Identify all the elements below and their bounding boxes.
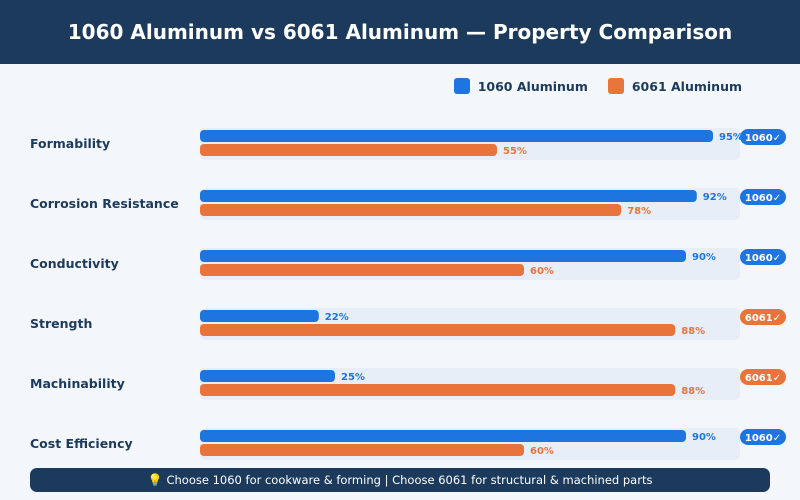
value-label-1060-formability: 95% [719, 132, 743, 143]
legend-item-6061: 6061 Aluminum [607, 78, 742, 94]
winner-badge-conductivity [740, 249, 786, 265]
bar-6061-machinability [200, 384, 676, 396]
page-title: 1060 Aluminum vs 6061 Aluminum — Propert… [67, 20, 733, 44]
category-label-conductivity: Conductivity [30, 256, 119, 271]
winner-badge-machinability [740, 369, 786, 385]
legend-swatch-6061 [607, 78, 624, 94]
title-bar: 1060 Aluminum vs 6061 Aluminum — Propert… [0, 0, 800, 64]
value-label-1060-strength: 22% [325, 312, 349, 323]
winner-badge-label-cost-efficiency: 1060✓ [745, 433, 781, 444]
value-label-1060-corrosion-resistance: 92% [703, 192, 727, 203]
lightbulb-icon: 💡 [147, 473, 163, 487]
category-label-machinability: Machinability [30, 376, 125, 391]
bar-6061-formability [200, 144, 497, 156]
legend-label-6061: 6061 Aluminum [631, 78, 742, 94]
category-label-strength: Strength [30, 316, 92, 331]
bar-6061-corrosion-resistance [200, 204, 622, 216]
bar-1060-strength [200, 310, 319, 322]
bar-6061-conductivity [200, 264, 524, 276]
winner-badge-corrosion-resistance [740, 189, 786, 205]
winner-badge-cost-efficiency [740, 429, 786, 445]
category-label-formability: Formability [30, 136, 110, 151]
bar-1060-machinability [200, 370, 335, 382]
value-label-6061-corrosion-resistance: 78% [627, 206, 651, 217]
winner-badge-label-formability: 1060✓ [745, 133, 781, 144]
legend-item-1060: 1060 Aluminum [453, 78, 588, 94]
value-label-1060-cost-efficiency: 90% [692, 432, 716, 443]
bar-1060-formability [200, 130, 713, 142]
value-label-1060-machinability: 25% [341, 372, 365, 383]
winner-badge-label-machinability: 6061✓ [745, 373, 781, 384]
bar-1060-corrosion-resistance [200, 190, 697, 202]
winner-badge-formability [740, 129, 786, 145]
footer-text: Choose 1060 for cookware & forming | Cho… [166, 473, 653, 487]
legend: 1060 Aluminum 6061 Aluminum [453, 78, 742, 94]
value-label-6061-cost-efficiency: 60% [530, 446, 554, 457]
value-label-6061-formability: 55% [503, 146, 527, 157]
winner-badge-strength [740, 309, 786, 325]
category-label-corrosion-resistance: Corrosion Resistance [30, 196, 179, 211]
legend-swatch-1060 [453, 78, 470, 94]
legend-label-1060: 1060 Aluminum [477, 78, 588, 94]
winner-badge-label-corrosion-resistance: 1060✓ [745, 193, 781, 204]
bar-6061-cost-efficiency [200, 444, 524, 456]
value-label-6061-machinability: 88% [681, 386, 705, 397]
category-label-cost-efficiency: Cost Efficiency [30, 436, 133, 451]
value-label-6061-strength: 88% [681, 326, 705, 337]
value-label-1060-conductivity: 90% [692, 252, 716, 263]
footer-banner: 💡 Choose 1060 for cookware & forming | C… [30, 468, 770, 492]
value-label-6061-conductivity: 60% [530, 266, 554, 277]
bar-1060-cost-efficiency [200, 430, 686, 442]
bar-6061-strength [200, 324, 676, 336]
winner-badge-label-strength: 6061✓ [745, 313, 781, 324]
bar-1060-conductivity [200, 250, 686, 262]
winner-badge-label-conductivity: 1060✓ [745, 253, 781, 264]
